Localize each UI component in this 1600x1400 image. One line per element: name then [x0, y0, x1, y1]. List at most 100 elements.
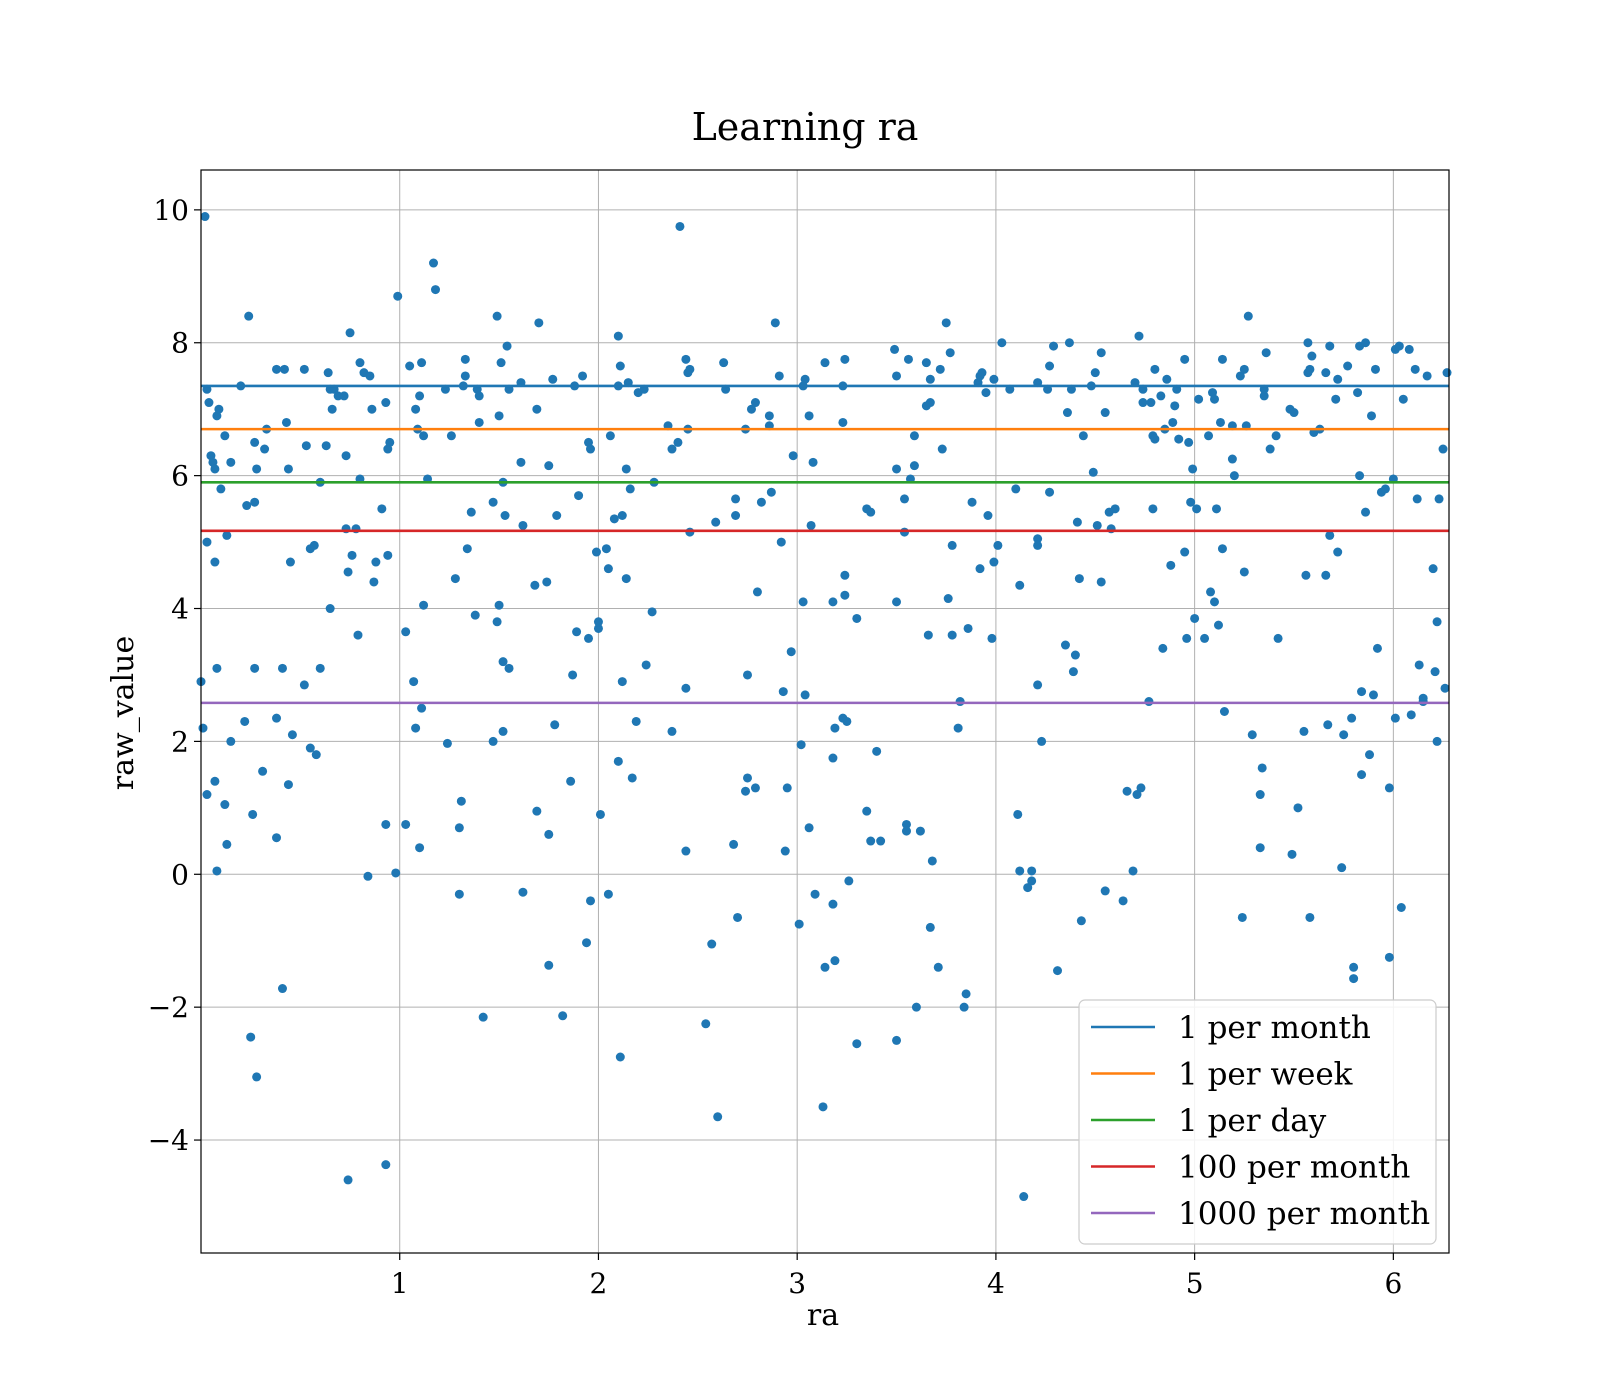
- scatter-point: [1219, 707, 1229, 716]
- scatter-point: [500, 510, 510, 520]
- scatter-point: [852, 613, 862, 623]
- scatter-point: [967, 497, 977, 507]
- scatter-point: [222, 530, 232, 540]
- legend-label: 100 per month: [1178, 1150, 1410, 1186]
- scatter-point: [617, 510, 627, 520]
- scatter-point: [840, 590, 850, 600]
- scatter-point: [852, 1039, 862, 1049]
- scatter-point: [315, 663, 325, 673]
- scatter-point: [788, 451, 798, 461]
- scatter-point: [681, 354, 691, 364]
- scatter-point: [371, 557, 381, 567]
- scatter-point: [804, 823, 814, 833]
- scatter-point: [1398, 394, 1408, 404]
- scatter-point: [202, 790, 212, 800]
- scatter-point: [780, 846, 790, 856]
- scatter-point: [462, 544, 472, 554]
- scatter-point: [401, 819, 411, 829]
- scatter-point: [339, 391, 349, 401]
- scatter-point: [1380, 484, 1390, 494]
- scatter-point: [685, 364, 695, 374]
- scatter-point: [1200, 633, 1210, 643]
- scatter-point: [1418, 697, 1428, 707]
- x-tick-label: 1: [391, 1267, 409, 1300]
- scatter-point: [1305, 364, 1315, 374]
- scatter-point: [927, 856, 937, 866]
- scatter-point: [518, 887, 528, 897]
- scatter-point: [1368, 690, 1378, 700]
- scatter-point: [283, 464, 293, 474]
- scatter-point: [496, 358, 506, 368]
- scatter-point: [1303, 338, 1313, 348]
- scatter-point: [1293, 803, 1303, 813]
- scatter-point: [615, 361, 625, 371]
- scatter-point: [1438, 444, 1448, 454]
- scatter-point: [617, 677, 627, 687]
- scatter-point: [272, 833, 282, 843]
- scatter-point: [681, 683, 691, 693]
- scatter-point: [1394, 341, 1404, 351]
- scatter-point: [345, 328, 355, 338]
- scatter-point: [947, 540, 957, 550]
- y-tick-label: 4: [171, 593, 189, 626]
- scatter-point: [568, 670, 578, 680]
- scatter-point: [1414, 660, 1424, 670]
- scatter-points: [196, 212, 1452, 1202]
- scatter-point: [1237, 912, 1247, 922]
- scatter-point: [876, 836, 886, 846]
- scatter-point: [838, 417, 848, 427]
- scatter-point: [1355, 471, 1365, 481]
- scatter-point: [742, 670, 752, 680]
- scatter-point: [776, 537, 786, 547]
- scatter-point: [681, 846, 691, 856]
- legend-label: 1 per month: [1178, 1010, 1371, 1046]
- scatter-point: [1257, 763, 1267, 773]
- scatter-point: [1361, 338, 1371, 348]
- scatter-point: [923, 630, 933, 640]
- scatter-point: [941, 318, 951, 328]
- scatter-point: [1305, 912, 1315, 922]
- scatter-point: [685, 527, 695, 537]
- scatter-point: [591, 547, 601, 557]
- legend-label: 1 per week: [1178, 1057, 1353, 1093]
- scatter-point: [621, 464, 631, 474]
- scatter-point: [925, 922, 935, 932]
- scatter-point: [750, 783, 760, 793]
- scatter-point: [892, 597, 902, 607]
- scatter-point: [277, 984, 287, 994]
- scatter-point: [442, 738, 452, 748]
- legend: 1 per month 1 per week 1 per day 100 per mo…: [1078, 999, 1437, 1245]
- scatter-point: [750, 398, 760, 408]
- scatter-point: [272, 364, 282, 374]
- scatter-point: [800, 374, 810, 384]
- scatter-point: [419, 600, 429, 610]
- scatter-point: [272, 713, 282, 723]
- scatter-point: [1100, 886, 1110, 896]
- scatter-point: [1166, 560, 1176, 570]
- scatter-point: [415, 391, 425, 401]
- scatter-point: [925, 374, 935, 384]
- scatter-point: [1430, 667, 1440, 677]
- scatter-point: [1271, 431, 1281, 441]
- scatter-point: [299, 364, 309, 374]
- scatter-point: [1013, 809, 1023, 819]
- scatter-point: [212, 866, 222, 876]
- scatter-point: [1015, 866, 1025, 876]
- scatter-point: [866, 507, 876, 517]
- scatter-point: [1136, 783, 1146, 793]
- scatter-point: [1384, 783, 1394, 793]
- scatter-point: [246, 1032, 256, 1042]
- scatter-point: [518, 520, 528, 530]
- scatter-point: [1068, 667, 1078, 677]
- scatter-point: [248, 809, 258, 819]
- scatter-point: [818, 1102, 828, 1112]
- scatter-point: [1301, 570, 1311, 580]
- scatter-point: [909, 461, 919, 471]
- scatter-point: [516, 457, 526, 467]
- scatter-point: [411, 723, 421, 733]
- scatter-point: [1372, 643, 1382, 653]
- scatter-point: [1096, 348, 1106, 358]
- scatter-point: [782, 783, 792, 793]
- scatter-point: [250, 663, 260, 673]
- scatter-point: [1027, 876, 1037, 886]
